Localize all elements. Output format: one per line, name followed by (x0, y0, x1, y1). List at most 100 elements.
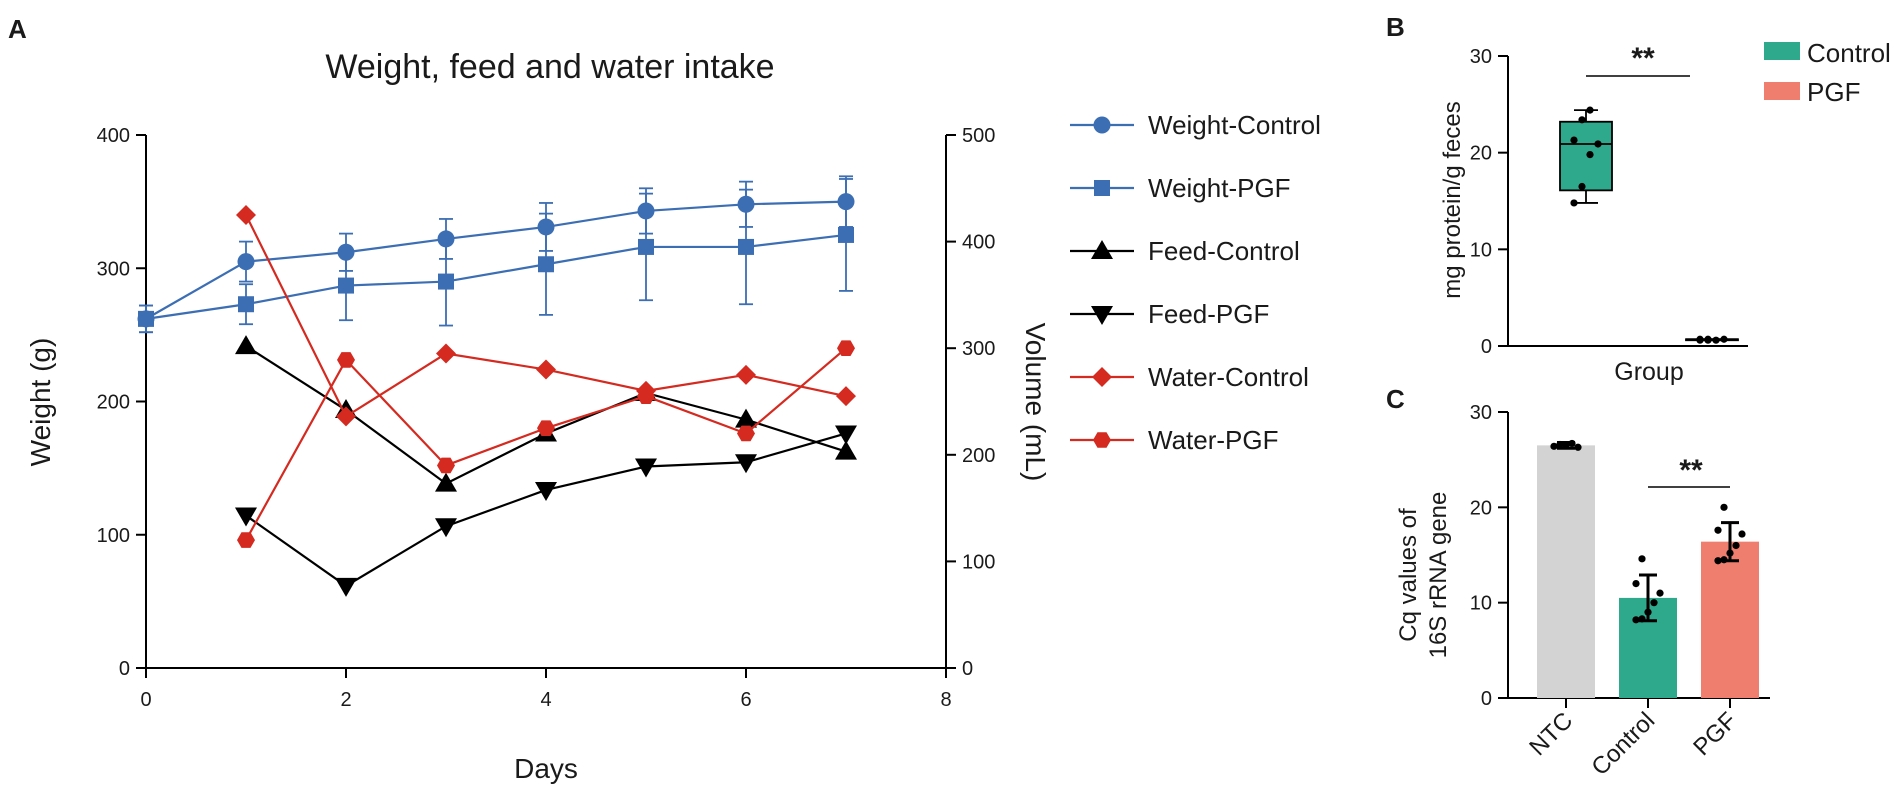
chart-c-bar (1537, 445, 1595, 698)
chart-c-x-tick-label: Control (1586, 707, 1660, 781)
chart-b-point (1586, 151, 1594, 159)
chart-b-y-axis-label: mg protein/g feces (1439, 101, 1466, 298)
chart-a-y2-tick-label: 0 (962, 658, 973, 680)
chart-c-point (1732, 541, 1740, 550)
chart-a-legend-label: Feed-Control (1148, 236, 1300, 266)
chart-a-point (436, 343, 456, 364)
chart-a-y-tick-label: 0 (119, 658, 130, 680)
chart-a-point (236, 204, 256, 225)
chart-b-point (1586, 106, 1594, 114)
chart-c-point (1738, 530, 1746, 538)
chart-b-x-axis-label: Group (1614, 358, 1683, 386)
chart-a-point (635, 458, 657, 478)
chart-a-point (335, 577, 357, 597)
chart-c-point (1720, 556, 1728, 564)
panel-label-a: A (8, 14, 27, 44)
chart-c-point (1568, 439, 1576, 448)
chart-b-point (1712, 336, 1720, 344)
chart-b-point (1570, 136, 1578, 144)
chart-a-point (138, 310, 154, 327)
legend-b-pgf-label: PGF (1807, 77, 1860, 107)
chart-c-significance: ** (1679, 454, 1703, 487)
chart-c-point (1562, 441, 1570, 449)
chart-c-point (1726, 549, 1734, 557)
chart-c-y-tick-label: 10 (1470, 593, 1492, 615)
chart-a-point (337, 352, 355, 368)
chart-c-point (1714, 526, 1722, 534)
chart-a-legend-marker (1091, 240, 1113, 259)
chart-a-point (535, 481, 557, 501)
legend-b-pgf-swatch (1764, 82, 1800, 100)
chart-a-point (237, 253, 255, 271)
chart-a-y2-tick-label: 500 (962, 125, 995, 147)
chart-a-legend-marker (1091, 306, 1113, 325)
chart-a-point (836, 386, 856, 407)
chart-c-point (1574, 443, 1582, 451)
chart-a-y-tick-label: 300 (97, 258, 130, 280)
chart-a-point (538, 256, 554, 273)
chart-a-point (537, 420, 555, 436)
chart-c-point (1638, 555, 1646, 563)
chart-a-y2-tick-label: 100 (962, 551, 995, 573)
chart-a-x-tick-label: 4 (540, 689, 551, 711)
chart-b-y-tick-label: 30 (1470, 46, 1492, 68)
panel-label-b: B (1386, 12, 1405, 42)
chart-a-point (435, 472, 457, 492)
chart-a-legend-marker (1092, 367, 1112, 387)
chart-a-legend-label: Weight-Control (1148, 110, 1321, 140)
legend-b-control-swatch (1764, 42, 1800, 60)
chart-c-y-tick-label: 0 (1481, 688, 1492, 710)
chart-a-point (835, 425, 857, 445)
chart-a-y2-tick-label: 400 (962, 232, 995, 254)
chart-a-x-tick-label: 6 (740, 689, 751, 711)
chart-c-y-tick-label: 20 (1470, 497, 1492, 519)
chart-a-point (837, 340, 855, 356)
chart-b-point (1578, 116, 1586, 124)
chart-c-point (1714, 557, 1722, 565)
chart-b-significance: ** (1631, 42, 1655, 75)
chart-b-point (1696, 335, 1704, 343)
chart-c-point (1720, 503, 1728, 511)
chart-a-point (738, 238, 754, 255)
chart-b-point (1578, 182, 1586, 191)
chart-a-point (238, 296, 254, 313)
chart-a-title: Weight, feed and water intake (325, 48, 774, 86)
chart-a-y2-tick-label: 300 (962, 338, 995, 360)
chart-a-point (338, 277, 354, 294)
chart-a-point (336, 406, 356, 427)
chart-a-legend-label: Weight-PGF (1148, 173, 1291, 203)
chart-b-y-tick-label: 20 (1470, 143, 1492, 165)
chart-b-point (1704, 336, 1712, 344)
chart-a-y-tick-label: 100 (97, 525, 130, 547)
chart-c-x-tick-label: PGF (1688, 707, 1742, 761)
chart-c-point (1656, 589, 1664, 597)
chart-c-point (1632, 580, 1640, 588)
chart-c-y-axis-label-line2: 16S rRNA gene (1425, 492, 1452, 659)
chart-a-point (536, 359, 556, 380)
chart-a-point (735, 408, 757, 428)
chart-a-legend-marker (1093, 432, 1111, 448)
chart-a-x-tick-label: 2 (340, 689, 351, 711)
chart-a-y2-axis-label: Volume (mL) (1020, 323, 1051, 482)
chart-c-point (1650, 599, 1658, 607)
chart-a-legend-marker (1093, 116, 1111, 134)
chart-b-point (1594, 140, 1602, 148)
chart-a-legend-label: Water-Control (1148, 362, 1309, 392)
chart-a-point (235, 335, 257, 355)
chart-a-legend-label: Feed-PGF (1148, 299, 1269, 329)
chart-a-point (835, 440, 857, 460)
chart-c-y-tick-label: 30 (1470, 402, 1492, 424)
chart-a-point (435, 518, 457, 538)
chart-a-y-tick-label: 400 (97, 125, 130, 147)
chart-a-plot: 0 100 200 300 400 0 100 200 300 400 500 0 2 4 6 8 Weight… (97, 110, 1321, 711)
chart-a-x-tick-label: 8 (940, 689, 951, 711)
chart-a-series-line (145, 200, 847, 320)
chart-a-x-axis-label: Days (514, 753, 578, 784)
chart-a-point (437, 457, 455, 474)
chart-b-box (1559, 120, 1613, 192)
chart-c-point (1644, 608, 1652, 616)
chart-a-point (637, 388, 655, 404)
chart-a-point (737, 425, 755, 442)
chart-b-plot: 0 10 20 30 (1470, 46, 1748, 358)
